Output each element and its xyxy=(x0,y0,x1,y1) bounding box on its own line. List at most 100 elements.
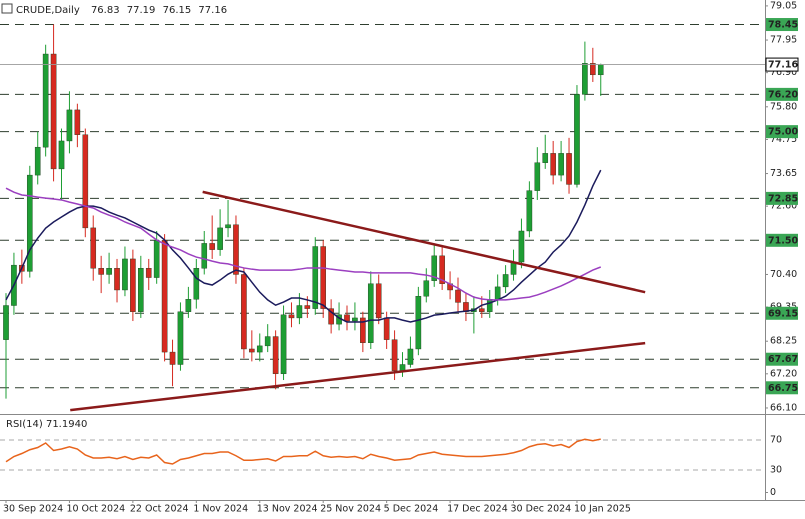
candle-body xyxy=(82,134,89,229)
candle-body xyxy=(328,308,334,325)
moving-average xyxy=(5,187,602,301)
candle-body xyxy=(241,274,247,350)
candle-body xyxy=(502,274,509,288)
candle-body xyxy=(550,153,556,176)
candle-body xyxy=(534,162,541,191)
x-tick-label: 25 Nov 2024 xyxy=(320,504,381,515)
candle-body xyxy=(50,53,57,170)
candle-body xyxy=(209,243,215,250)
level-label: 72.85 xyxy=(768,193,798,204)
candle-body xyxy=(344,314,350,322)
x-tick-label: 10 Jan 2025 xyxy=(574,504,631,515)
current-price-label: 77.16 xyxy=(768,60,798,71)
level-label-box xyxy=(766,18,798,32)
trendline xyxy=(202,190,646,294)
level-label-box xyxy=(766,125,798,139)
candle-body xyxy=(558,153,564,176)
candle-body xyxy=(185,299,192,312)
level-label-box xyxy=(766,306,798,320)
y-tick-label: 30 xyxy=(770,465,782,476)
candle-body xyxy=(138,268,144,312)
candle-body xyxy=(526,190,533,232)
y-tick-label: 70.40 xyxy=(770,269,797,280)
y-tick-label: 74.75 xyxy=(770,134,797,145)
header: CRUDE,Daily 76.83 77.19 76.15 77.16 xyxy=(16,5,227,16)
candle-body xyxy=(407,348,414,365)
x-tick-label: 17 Dec 2024 xyxy=(447,504,508,515)
candle-body xyxy=(431,255,438,281)
candle-body xyxy=(272,336,279,375)
candle-body xyxy=(518,230,525,263)
current-price-box xyxy=(765,57,799,72)
x-tick-label: 22 Oct 2024 xyxy=(130,504,189,515)
candle-body xyxy=(217,227,223,250)
rsi-line xyxy=(5,438,601,465)
level-label: 66.75 xyxy=(768,383,798,394)
candle-body xyxy=(304,305,311,309)
level-label-box xyxy=(766,233,798,247)
y-tick-label: 79.05 xyxy=(770,0,797,11)
candle-body xyxy=(145,268,152,278)
candle-body xyxy=(312,246,319,309)
candle-body xyxy=(542,153,549,163)
candle-body xyxy=(264,336,271,347)
y-tick-label: 0 xyxy=(770,487,776,498)
candle-body xyxy=(177,311,184,365)
candle-body xyxy=(566,153,572,185)
moving-average xyxy=(5,169,602,323)
candle-body xyxy=(494,286,501,300)
candle-body xyxy=(90,227,97,269)
x-tick-label: 30 Sep 2024 xyxy=(3,504,63,515)
high-value: 77.19 xyxy=(127,5,156,16)
x-tick-label: 5 Dec 2024 xyxy=(384,504,439,515)
candle-body xyxy=(597,64,604,76)
candle-body xyxy=(66,109,73,142)
level-label-box xyxy=(766,381,798,395)
candle-body xyxy=(399,364,406,371)
level-label-box xyxy=(766,352,798,366)
candle-body xyxy=(455,289,461,303)
y-tick-label: 67.20 xyxy=(770,368,797,379)
y-tick-label: 76.90 xyxy=(770,67,797,78)
candle-body xyxy=(296,305,303,319)
candle-body xyxy=(590,63,596,76)
candle-body xyxy=(486,299,493,312)
level-label: 78.45 xyxy=(768,20,798,31)
candle-body xyxy=(367,283,374,343)
candle-body xyxy=(106,268,112,275)
y-tick-label: 72.60 xyxy=(770,201,797,212)
level-label: 67.67 xyxy=(768,354,798,365)
candle-body xyxy=(256,345,263,353)
candle-body xyxy=(201,243,208,269)
candle-body xyxy=(288,314,295,319)
candle-body xyxy=(114,268,120,291)
candle-body xyxy=(98,268,104,275)
level-label: 71.50 xyxy=(768,235,798,246)
y-tick-label: 73.65 xyxy=(770,168,797,179)
x-tick-label: 1 Nov 2024 xyxy=(193,504,248,515)
candle-body xyxy=(169,351,176,365)
trendline xyxy=(70,341,646,412)
candle-body xyxy=(34,146,41,176)
y-tick-label: 70 xyxy=(770,435,782,446)
candle-body xyxy=(153,240,160,278)
x-tick-label: 10 Oct 2024 xyxy=(66,504,125,515)
symbol: CRUDE,Daily xyxy=(16,5,80,16)
low-value: 76.15 xyxy=(163,5,192,16)
candle-body xyxy=(360,317,366,343)
header-icon xyxy=(1,3,13,14)
candle-body xyxy=(582,63,588,95)
candle-body xyxy=(320,246,327,309)
open-value: 76.83 xyxy=(91,5,120,16)
candle-body xyxy=(479,308,485,312)
candle-body xyxy=(161,240,168,353)
candle-body xyxy=(352,317,358,322)
candle-body xyxy=(423,280,430,297)
candle-body xyxy=(122,258,128,291)
candle-body xyxy=(249,348,255,353)
close-value: 77.16 xyxy=(198,5,227,16)
level-label: 75.00 xyxy=(768,127,798,138)
